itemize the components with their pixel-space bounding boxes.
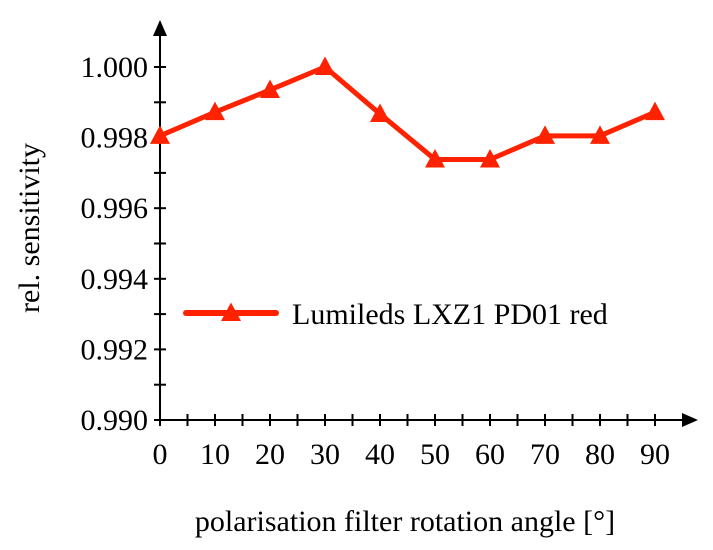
legend-triangle-marker xyxy=(221,302,241,321)
y-tick-label: 1.000 xyxy=(81,51,149,84)
x-tick-label: 80 xyxy=(585,438,615,471)
y-tick-label: 0.998 xyxy=(81,122,149,155)
x-axis-label: polarisation filter rotation angle [°] xyxy=(195,505,615,538)
x-tick-label: 20 xyxy=(255,438,285,471)
x-tick-label: 30 xyxy=(310,438,340,471)
legend: Lumileds LXZ1 PD01 red xyxy=(183,298,608,331)
y-tick-labels: 1.000 0.998 0.996 0.994 0.992 0.990 xyxy=(81,51,149,437)
data-point-marker xyxy=(315,56,335,75)
x-tick-labels: 0 10 20 30 40 50 60 70 80 90 xyxy=(153,438,671,471)
y-tick-label: 0.996 xyxy=(81,192,149,225)
data-point-marker xyxy=(205,101,225,121)
data-point-marker xyxy=(590,125,610,144)
data-point-marker xyxy=(425,148,445,168)
data-point-marker xyxy=(535,125,555,144)
x-tick-label: 50 xyxy=(420,438,450,471)
series-line xyxy=(159,64,656,162)
x-tick-label: 40 xyxy=(365,438,395,471)
data-point-marker xyxy=(645,101,665,121)
data-point-marker xyxy=(150,125,170,144)
x-ticks xyxy=(159,414,656,426)
y-tick-label: 0.990 xyxy=(81,404,149,437)
data-point-marker xyxy=(480,148,500,168)
x-tick-label: 60 xyxy=(475,438,505,471)
data-point-marker xyxy=(260,79,280,98)
y-tick-label: 0.994 xyxy=(81,263,149,296)
axes xyxy=(153,20,698,427)
y-tick-label: 0.992 xyxy=(81,333,149,366)
x-tick-label: 0 xyxy=(153,438,168,471)
x-tick-label: 90 xyxy=(640,438,670,471)
series-group xyxy=(150,56,665,168)
data-point-marker xyxy=(370,103,390,122)
x-tick-label: 10 xyxy=(200,438,230,471)
y-axis-arrow xyxy=(153,20,167,36)
x-axis-arrow xyxy=(682,413,698,427)
x-tick-label: 70 xyxy=(530,438,560,471)
y-axis-label: rel. sensitivity xyxy=(13,143,46,313)
legend-label: Lumileds LXZ1 PD01 red xyxy=(292,298,608,331)
